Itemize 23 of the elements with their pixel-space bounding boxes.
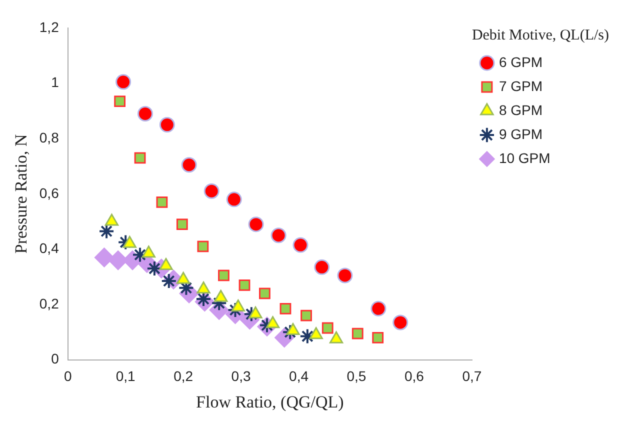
x-tick-label: 0,3: [231, 368, 251, 384]
y-tick-label: 1: [51, 74, 60, 90]
legend-label: 9 GPM: [498, 126, 543, 142]
legend-label: 10 GPM: [498, 150, 550, 166]
y-tick-label: 0,2: [39, 295, 60, 312]
legend-label: 7 GPM: [498, 78, 543, 94]
x-tick-label: 0,4: [289, 368, 309, 384]
x-tick-label: 0,6: [404, 368, 424, 384]
x-tick-label: 0: [64, 368, 72, 384]
legend-label: 8 GPM: [498, 102, 543, 118]
x-tick-label: 0,7: [462, 368, 482, 384]
y-axis-title: Pressure Ratio, N: [12, 134, 31, 254]
y-tick-label: 1,2: [39, 18, 60, 35]
x-tick-label: 0,2: [174, 368, 194, 384]
y-tick-label: 0,4: [39, 240, 60, 256]
x-tick-label: 0,1: [116, 368, 136, 384]
y-tick-label: 0: [51, 350, 60, 367]
legend-title: Debit Motive, QL(L/s): [472, 27, 610, 44]
y-tick-label: 0,6: [39, 184, 60, 201]
x-tick-label: 0,5: [346, 368, 366, 384]
legend-label: 6 GPM: [498, 54, 543, 70]
x-axis-title: Flow Ratio, (QG/QL): [196, 392, 344, 412]
y-tick-label: 0,8: [39, 129, 60, 146]
